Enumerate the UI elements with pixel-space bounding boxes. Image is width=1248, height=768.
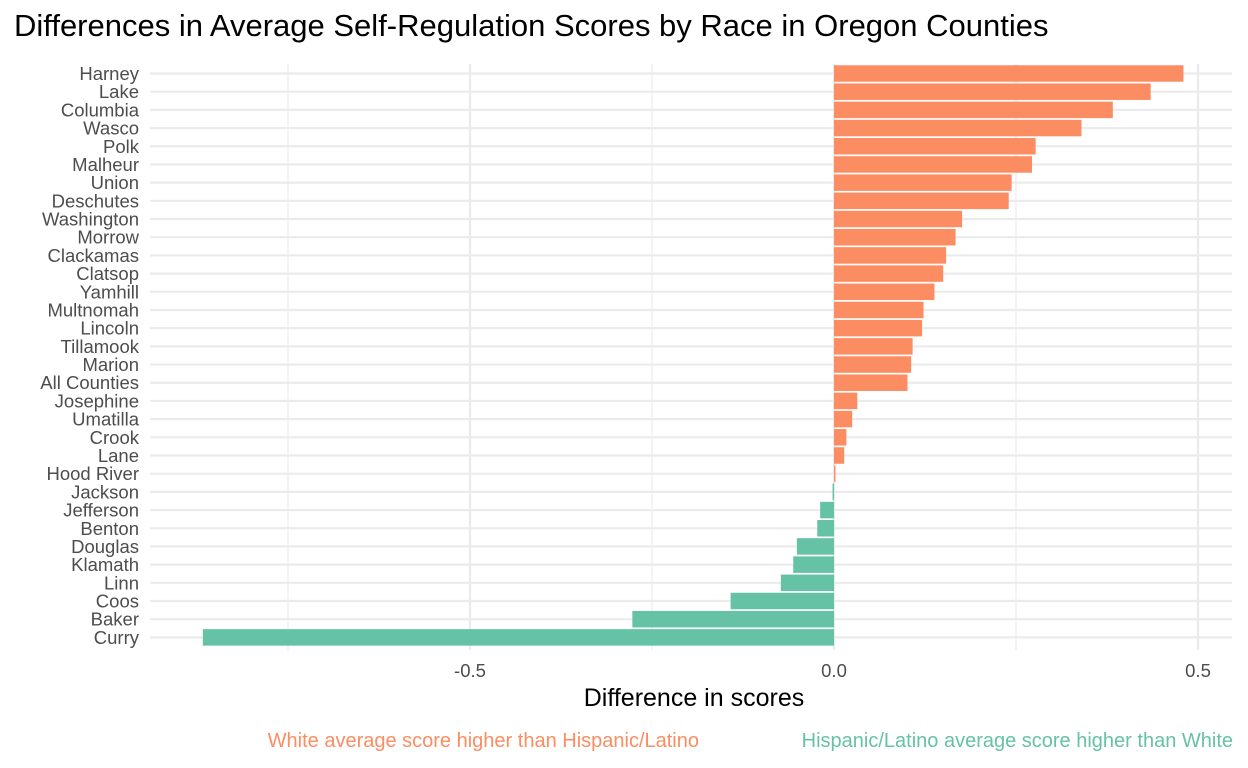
bar-klamath xyxy=(793,556,834,573)
bar-lincoln xyxy=(834,319,923,337)
bar-washington xyxy=(834,210,963,228)
category-label: Yamhill xyxy=(80,281,139,302)
bar-all-counties xyxy=(834,374,908,391)
bar-josephine xyxy=(834,392,858,410)
category-label: Harney xyxy=(79,63,139,84)
bar-columbia xyxy=(834,101,1113,119)
caption-white-higher: White average score higher than Hispanic… xyxy=(267,730,699,752)
caption-hispanic-higher: Hispanic/Latino average score higher tha… xyxy=(801,730,1233,752)
category-label: Clackamas xyxy=(48,245,140,266)
bar-baker xyxy=(632,610,834,628)
category-label: Polk xyxy=(103,136,140,157)
category-label: Hood River xyxy=(46,463,139,484)
bar-union xyxy=(834,174,1012,191)
bar-clatsop xyxy=(834,265,944,282)
bar-coos xyxy=(730,592,834,610)
category-label: Marion xyxy=(82,354,139,375)
x-axis-title: Difference in scores xyxy=(583,684,805,712)
category-label: Umatilla xyxy=(72,409,140,430)
category-label: Lincoln xyxy=(80,318,139,339)
bars xyxy=(202,65,1184,646)
category-label: Linn xyxy=(104,572,139,593)
category-label: Wasco xyxy=(83,118,139,139)
category-label: Union xyxy=(91,172,139,193)
category-label: Curry xyxy=(94,627,140,648)
category-label: Crook xyxy=(90,427,140,448)
category-label: Lane xyxy=(98,445,139,466)
bar-jackson xyxy=(832,483,834,501)
bar-umatilla xyxy=(834,410,853,428)
category-labels: HarneyLakeColumbiaWascoPolkMalheurUnionD… xyxy=(40,63,139,648)
bar-lane xyxy=(834,447,845,464)
category-label: Multnomah xyxy=(47,299,139,320)
x-tick-label: 0.0 xyxy=(821,660,847,681)
bar-douglas xyxy=(796,538,834,555)
category-label: Morrow xyxy=(77,227,139,248)
gridlines xyxy=(150,64,1232,650)
bar-deschutes xyxy=(834,192,1009,210)
bar-wasco xyxy=(834,119,1082,137)
bar-marion xyxy=(834,356,912,373)
bar-lake xyxy=(834,83,1151,100)
bar-tillamook xyxy=(834,338,913,355)
bar-yamhill xyxy=(834,283,935,301)
category-label: Klamath xyxy=(71,554,139,575)
x-tick-label: 0.5 xyxy=(1185,660,1211,681)
category-label: Washington xyxy=(42,209,139,230)
bar-benton xyxy=(817,520,834,537)
bar-jefferson xyxy=(820,501,834,519)
bar-malheur xyxy=(834,156,1033,173)
bar-crook xyxy=(834,429,847,446)
bar-multnomah xyxy=(834,301,924,319)
category-label: Jackson xyxy=(71,481,139,502)
bar-curry xyxy=(202,629,835,646)
x-tick-labels: -0.5 0.0 0.5 xyxy=(454,660,1211,681)
category-label: Malheur xyxy=(72,154,139,175)
bar-linn xyxy=(780,574,834,592)
category-label: Jefferson xyxy=(63,500,139,521)
category-label: Coos xyxy=(96,591,139,612)
bar-polk xyxy=(834,138,1036,155)
bar-clackamas xyxy=(834,247,947,264)
category-label: Lake xyxy=(99,81,139,102)
chart-title: Differences in Average Self-Regulation S… xyxy=(14,8,1049,43)
category-label: All Counties xyxy=(40,372,139,393)
category-label: Tillamook xyxy=(61,336,140,357)
bar-hood-river xyxy=(834,465,836,482)
category-label: Deschutes xyxy=(52,190,139,211)
category-label: Baker xyxy=(91,609,139,630)
category-label: Columbia xyxy=(61,99,140,120)
category-label: Benton xyxy=(80,518,139,539)
category-label: Douglas xyxy=(71,536,139,557)
category-label: Josephine xyxy=(55,390,139,411)
x-tick-label: -0.5 xyxy=(454,660,486,681)
bar-morrow xyxy=(834,228,956,246)
bar-harney xyxy=(834,65,1184,82)
category-label: Clatsop xyxy=(76,263,139,284)
